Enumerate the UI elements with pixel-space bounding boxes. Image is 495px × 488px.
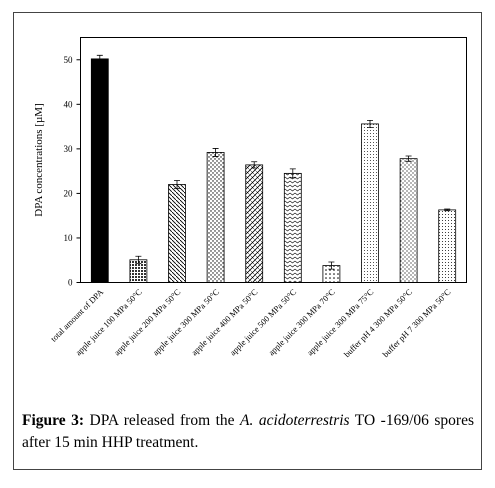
error-bar <box>289 168 296 179</box>
figure-border <box>13 12 482 470</box>
x-tick-label: apple juice 500 MPa 50°C <box>228 287 299 358</box>
caption-text: TO -169/06 spores after 15 min HHP treat… <box>22 412 474 451</box>
y-tick-label: 50 <box>64 55 74 65</box>
x-tick-label: apple juice 300 MPa 50°C <box>150 287 221 358</box>
bar <box>90 58 109 283</box>
bar <box>245 164 264 283</box>
error-bar <box>328 261 335 270</box>
y-tick-label: 20 <box>64 188 74 198</box>
x-tick-label: apple juice 300 MPa 70°C <box>266 287 337 358</box>
bar <box>168 184 186 283</box>
caption-label: Figure 3: <box>22 412 85 429</box>
x-tick-label: buffer pH 7 300 MPa 50°C <box>380 287 453 360</box>
x-tick-label: apple juice 300 MPa 75°C <box>305 287 376 358</box>
x-tick-label: buffer pH 4 300 MPa 50°C <box>342 287 415 360</box>
caption: Figure 3: DPA released from the A. acido… <box>22 410 474 454</box>
error-bar <box>96 54 103 63</box>
x-tick-label: apple juice 400 MPa 50°C <box>189 287 260 358</box>
x-tick-label: apple juice 200 MPa 50°C <box>112 287 183 358</box>
error-bar <box>174 180 180 189</box>
y-tick-label: 10 <box>64 233 74 243</box>
bar <box>361 123 379 283</box>
y-tick-label: 0 <box>68 278 73 288</box>
y-tick-label: 30 <box>64 144 74 154</box>
bar <box>283 172 302 283</box>
error-bar <box>212 148 219 157</box>
bar <box>206 152 225 283</box>
error-bar <box>367 119 373 128</box>
error-bar <box>444 208 451 212</box>
error-bar <box>251 161 258 169</box>
error-bar <box>135 255 142 264</box>
bar <box>438 209 457 283</box>
error-bar <box>405 155 412 162</box>
x-tick-label: apple juice 100 MPa 50°C <box>73 287 144 358</box>
y-tick-label: 40 <box>64 99 74 109</box>
bar <box>399 158 418 283</box>
y-axis-label: DPA concentrations [µM] <box>33 103 45 216</box>
caption-species: A. acidoterrestris <box>240 412 350 429</box>
caption-text: DPA released from the <box>84 412 241 429</box>
